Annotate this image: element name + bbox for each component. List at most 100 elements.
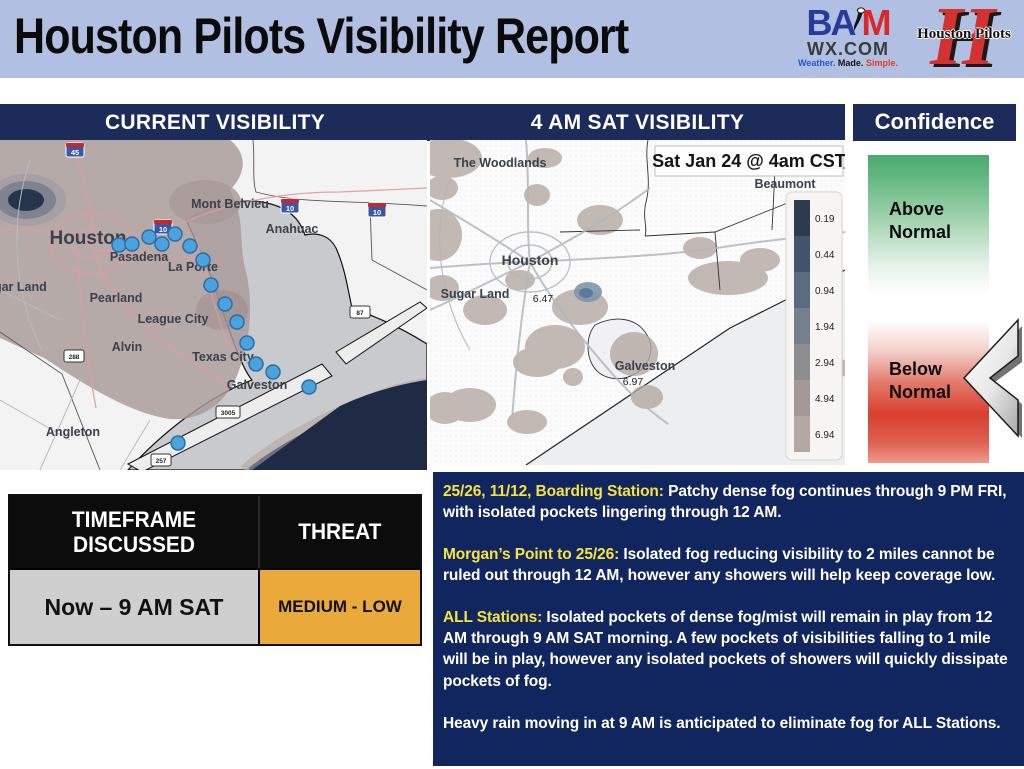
bolivar-peninsula [335, 301, 427, 365]
confidence-title: Confidence [853, 104, 1016, 141]
discussion-body: Isolated fog reducing visibility to 2 mi… [443, 546, 996, 585]
city-label: Galveston [615, 359, 675, 373]
fog-patch [430, 275, 459, 301]
route-shield: 288 [63, 349, 85, 363]
fog-patch [528, 148, 562, 168]
interstate-shield: 10 [367, 202, 387, 218]
interstate-shield: 10 [153, 219, 173, 235]
city-label: Beaumont [754, 177, 816, 191]
tagline-simple: Simple. [865, 58, 898, 69]
station-marker [301, 379, 317, 395]
city-label: Sugar Land [0, 280, 47, 294]
highways [0, 140, 427, 409]
fog-patch [740, 248, 780, 272]
colorbar-value: 0.94 [815, 286, 835, 297]
colorbar-value: 1.94 [815, 322, 835, 333]
station-value: 6.97 [623, 376, 644, 388]
colorbar-segment [794, 308, 810, 344]
station-marker [203, 277, 219, 293]
station-marker [195, 252, 211, 268]
discussion-body: Patchy dense fog continues through 9 PM … [443, 483, 1007, 522]
interstate-shield: 45 [65, 142, 85, 158]
fog-patches [430, 140, 845, 434]
city-label: Galveston [227, 378, 287, 392]
timeframe-threat-table: TIMEFRAME DISCUSSED THREAT Now – 9 AM SA… [8, 494, 422, 646]
discussion-paragraph: ALL Stations: Isolated pockets of dense … [443, 607, 1012, 691]
station-marker [111, 237, 127, 253]
houston-pilots-logo: H Houston Pilots [908, 0, 1020, 83]
colorbar-value: 4.94 [815, 394, 835, 405]
station-marker [141, 229, 157, 245]
route-shield: 87 [349, 305, 371, 319]
discussion-lead: 25/26, 11/12, Boarding Station: [443, 483, 664, 500]
timestamp-label: Sat Jan 24 @ 4am CST [652, 151, 845, 171]
discussion-body: Isolated pockets of dense fog/mist will … [443, 609, 1008, 690]
bamwx-domain: WX.COM [807, 39, 889, 60]
colorbar-segment [794, 380, 810, 416]
station-marker [182, 238, 198, 254]
discussion-paragraph: Heavy rain moving in at 9 AM is anticipa… [443, 713, 1012, 734]
city-label: Pearland [90, 291, 143, 305]
city-label: Mont Belvieu [191, 197, 269, 211]
timeframe-value: Now – 9 AM SAT [10, 568, 258, 644]
svg-text:10: 10 [286, 204, 294, 213]
gulf-water [526, 270, 845, 465]
colorbar-segment [794, 236, 810, 272]
svg-text:45: 45 [71, 148, 79, 157]
confidence-above-label: Above Normal [889, 199, 952, 242]
table-header-threat: THREAT [258, 496, 420, 568]
minor-roads [0, 159, 151, 470]
section-header-bar: CURRENT VISIBILITY 4 AM SAT VISIBILITY [0, 104, 845, 141]
fog-patch [577, 205, 623, 235]
colorbar-segment [794, 200, 810, 236]
tagline-weather: Weather. [798, 58, 836, 69]
colorbar-segment [794, 344, 810, 380]
discussion-lead: ALL Stations: [443, 609, 543, 627]
station-marker [170, 435, 186, 451]
fog-patch [631, 385, 663, 409]
pilots-monogram: H [930, 0, 996, 83]
masthead: Houston Pilots Visibility Report B A M W… [0, 0, 1024, 83]
route-shield: 257 [150, 453, 172, 467]
fog-patch [507, 410, 547, 434]
station-markers [111, 226, 317, 451]
station-marker [229, 314, 245, 330]
svg-text:10: 10 [159, 225, 167, 234]
confidence-below-label: Below Normal [889, 359, 952, 402]
current-visibility-map: 45 10 10 10 87 288 3005 [0, 140, 427, 470]
fog-patch [513, 347, 561, 377]
city-label: La Porte [168, 260, 218, 274]
city-label: Houston [49, 228, 126, 249]
svg-text:257: 257 [156, 458, 167, 465]
city-label: Pasadena [110, 250, 169, 264]
discussion-paragraph: 25/26, 11/12, Boarding Station: Patchy d… [443, 481, 1012, 523]
city-label: Texas City [192, 350, 254, 364]
confidence-gradient [868, 155, 989, 463]
discussion-lead: Morgan’s Point to 25/26: [443, 546, 620, 564]
bam-letter-m: M [861, 2, 892, 43]
fog-patch [683, 237, 717, 259]
section-title-forecast: 4 AM SAT VISIBILITY [530, 111, 745, 134]
bamwx-logo: B A M WX.COM Weather. Made. Simple. [792, 2, 904, 68]
station-marker [248, 356, 264, 372]
low-visibility-core [579, 288, 593, 298]
station-value: 6.47 [533, 293, 554, 305]
bam-letter-a: A [830, 2, 857, 43]
station-marker [217, 296, 233, 312]
fog-patch [430, 209, 462, 261]
city-label: Sugar Land [441, 287, 510, 301]
svg-text:87: 87 [356, 310, 364, 317]
bamwx-wordmark: B A M [792, 2, 904, 43]
bam-letter-b: B [806, 2, 833, 43]
interstate-shield: 10 [280, 198, 300, 214]
route-shield: 3005 [215, 405, 241, 419]
colorbar-value: 0.19 [815, 214, 835, 225]
fog-patch [430, 176, 458, 200]
timestamp-box: Sat Jan 24 @ 4am CST [652, 145, 845, 177]
station-marker [239, 335, 255, 351]
svg-text:288: 288 [69, 354, 80, 361]
station-marker [154, 236, 170, 252]
bamwx-tagline: Weather. Made. Simple. [792, 59, 904, 68]
fog-patch [169, 180, 241, 224]
discussion-panel: 25/26, 11/12, Boarding Station: Patchy d… [433, 472, 1024, 766]
